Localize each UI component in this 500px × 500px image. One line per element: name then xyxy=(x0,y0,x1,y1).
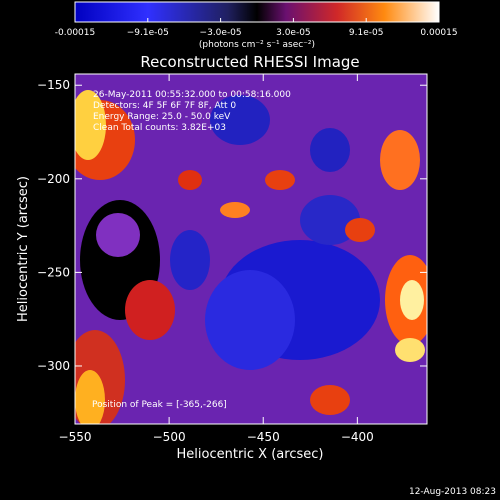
y-axis-ticks: −150 −200 −250 −300 xyxy=(37,78,427,373)
colorbar-tick-label: 0.00015 xyxy=(420,28,457,38)
annotation-line: Detectors: 4F 5F 6F 7F 8F, Att 0 xyxy=(93,101,236,111)
colorbar-tick-label: −3.0e-05 xyxy=(200,28,242,38)
y-tick-label: −150 xyxy=(37,78,70,92)
colorbar-tick-label: -0.00015 xyxy=(55,28,95,38)
positive-regions xyxy=(75,90,427,424)
y-tick-label: −300 xyxy=(37,359,70,373)
timestamp: 12-Aug-2013 08:23 xyxy=(409,487,496,497)
image-area xyxy=(75,74,427,424)
annotation-line: Energy Range: 25.0 - 50.0 keV xyxy=(93,112,231,122)
x-tick-label: −550 xyxy=(59,430,92,444)
x-tick-label: −400 xyxy=(341,430,374,444)
annotation-line: Clean Total counts: 3.82E+03 xyxy=(93,123,226,133)
x-tick-label: −450 xyxy=(247,430,280,444)
annotation-line: 26-May-2011 00:55:32.000 to 00:58:16.000 xyxy=(93,90,291,100)
annotations: 26-May-2011 00:55:32.000 to 00:58:16.000… xyxy=(92,90,291,410)
peak-position-label: Position of Peak = [-365,-266] xyxy=(92,400,227,410)
y-tick-label: −250 xyxy=(37,265,70,279)
y-tick-label: −200 xyxy=(37,172,70,186)
x-axis-label: Heliocentric X (arcsec) xyxy=(177,447,324,462)
colorbar-tick-label: 9.1e-05 xyxy=(349,28,384,38)
plot-frame xyxy=(74,73,428,425)
x-axis-ticks: −550 −500 −450 −400 xyxy=(59,74,374,444)
colorbar xyxy=(74,1,440,23)
colorbar-tick-label: −9.1e-05 xyxy=(127,28,169,38)
colorbar-tick-label: 3.0e-05 xyxy=(276,28,311,38)
y-axis-label: Heliocentric Y (arcsec) xyxy=(16,176,31,322)
colorbar-ticks: -0.00015 −9.1e-05 −3.0e-05 3.0e-05 9.1e-05 0.… xyxy=(55,18,458,38)
colorbar-units: (photons cm⁻² s⁻¹ asec⁻²) xyxy=(199,40,315,50)
chart-title: Reconstructed RHESSI Image xyxy=(140,53,359,71)
x-tick-label: −500 xyxy=(153,430,186,444)
